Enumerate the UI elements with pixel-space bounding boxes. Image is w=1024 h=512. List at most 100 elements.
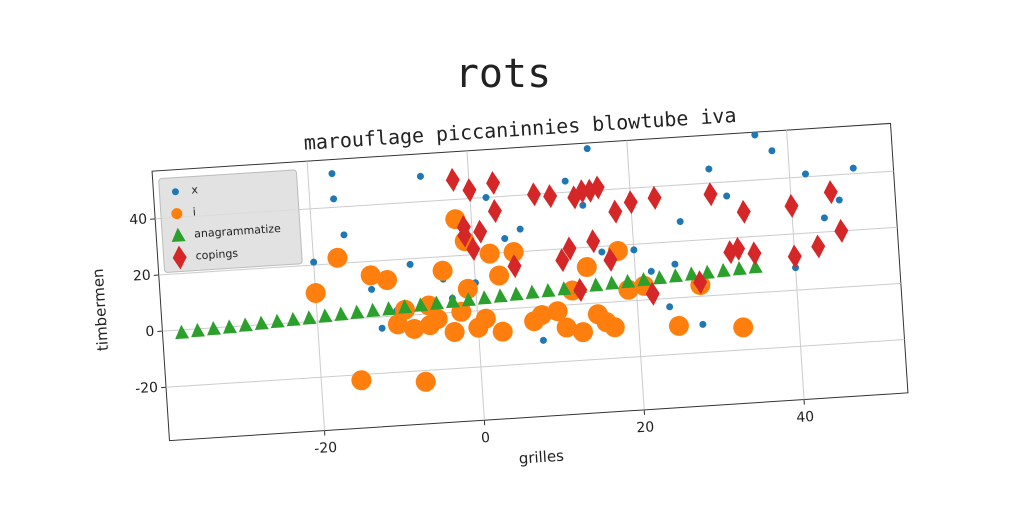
point-big-circle (351, 370, 372, 391)
point-big-circle (360, 265, 381, 286)
y-tick-label: 20 (132, 268, 151, 285)
x-grid-line (626, 140, 645, 410)
point-triangle (350, 304, 365, 320)
point-big-circle (305, 283, 326, 304)
point-big-circle (572, 322, 593, 343)
legend-marker (172, 245, 187, 270)
point-circle (539, 336, 547, 344)
point-triangle (732, 261, 747, 276)
point-circle (501, 235, 509, 243)
point-triangle (318, 308, 333, 323)
legend-marker (171, 188, 179, 196)
point-circle (630, 246, 638, 254)
point-big-circle (475, 308, 496, 329)
point-triangle (430, 295, 445, 310)
point-diamond (603, 247, 618, 272)
point-diamond (590, 175, 605, 200)
point-circle (676, 218, 684, 226)
point-diamond (582, 178, 597, 203)
point-circle (340, 231, 348, 239)
point-diamond (526, 182, 541, 207)
point-triangle (302, 310, 317, 325)
chart-title: rots (455, 51, 551, 97)
point-diamond (473, 219, 488, 244)
point-diamond (693, 270, 708, 295)
point-big-circle (415, 371, 436, 392)
point-circle (647, 267, 655, 275)
point-triangle (637, 272, 652, 287)
y-grid-line (162, 282, 901, 332)
point-circle (835, 196, 843, 204)
point-diamond (456, 215, 471, 240)
point-diamond (731, 236, 746, 261)
point-big-circle (576, 257, 597, 278)
point-triangle (748, 259, 763, 274)
point-circle (820, 214, 828, 222)
point-circle (751, 131, 759, 139)
point-big-circle (432, 260, 453, 281)
point-triangle (254, 315, 269, 331)
point-triangle (191, 322, 206, 338)
legend-box (158, 169, 303, 273)
point-triangle (605, 275, 620, 290)
point-circle (482, 193, 490, 201)
point-big-circle (547, 301, 568, 322)
point-diamond (567, 185, 582, 210)
axes-background (151, 122, 909, 442)
point-diamond (608, 199, 623, 224)
legend-label: anagrammatize (194, 222, 282, 241)
point-circle (579, 201, 587, 209)
point-triangle (493, 288, 508, 303)
point-circle (406, 260, 414, 268)
point-circle (561, 177, 569, 185)
x-axis-label: grilles (518, 447, 564, 468)
point-triangle (175, 324, 190, 340)
point-diamond (573, 278, 588, 302)
point-triangle (414, 297, 429, 312)
y-axis-label: timbermen (89, 268, 112, 352)
point-triangle (222, 319, 237, 334)
point-triangle (669, 268, 684, 283)
point-big-circle (524, 311, 545, 332)
point-diamond (645, 281, 660, 306)
point-big-circle (489, 265, 510, 286)
y-grid-line (166, 339, 905, 388)
y-tick-label: 0 (145, 324, 155, 341)
point-circle (598, 248, 606, 256)
point-diamond (823, 180, 838, 205)
point-circle (516, 225, 524, 233)
point-circle (705, 165, 713, 173)
point-diamond (787, 244, 802, 269)
point-diamond (486, 170, 501, 195)
point-triangle (207, 320, 221, 336)
point-circle (849, 164, 857, 172)
point-big-circle (503, 242, 524, 263)
point-triangle (461, 292, 476, 307)
point-circle (416, 172, 424, 180)
point-triangle (557, 281, 572, 296)
point-triangle (621, 273, 636, 289)
point-triangle (477, 290, 492, 305)
point-big-circle (556, 317, 577, 338)
point-diamond (445, 167, 460, 192)
point-triangle (446, 293, 460, 309)
x-tick-label: -20 (314, 440, 338, 457)
point-diamond (747, 241, 762, 266)
point-diamond (647, 185, 662, 210)
point-triangle (334, 306, 349, 321)
point-circle (583, 145, 591, 153)
point-circle (378, 324, 386, 332)
point-diamond (834, 218, 849, 243)
y-tick-label: 40 (129, 211, 148, 228)
y-tick-label: -20 (135, 380, 159, 397)
point-big-circle (444, 321, 465, 342)
point-circle (310, 258, 318, 266)
point-diamond (736, 199, 751, 224)
legend-label: x (191, 183, 199, 196)
point-big-circle (492, 321, 513, 342)
point-big-circle (733, 317, 754, 338)
legend-marker (171, 227, 186, 243)
point-triangle (653, 270, 668, 285)
legend-label: i (192, 205, 196, 218)
